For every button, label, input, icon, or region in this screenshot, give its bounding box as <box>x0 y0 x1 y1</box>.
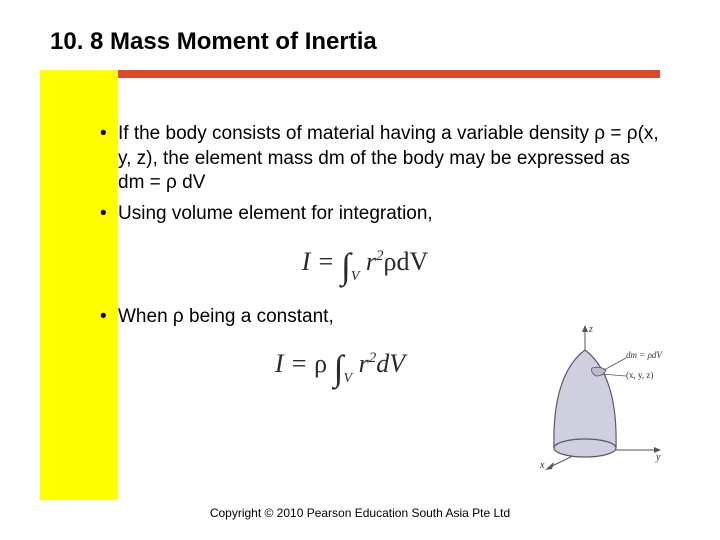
paraboloid-body <box>554 350 616 448</box>
paraboloid-base <box>554 439 616 457</box>
bullet-text: If the body consists of material having … <box>118 122 660 196</box>
equation-1: I = ∫V r2ρdV <box>70 245 660 287</box>
eq-sub: V <box>351 269 360 284</box>
bullet-dot-icon: • <box>100 202 118 227</box>
bullet-text: Using volume element for integration, <box>118 202 660 227</box>
eq-rhs: dV <box>376 349 405 378</box>
integral-icon: ∫ <box>334 348 344 388</box>
eq-lhs: I <box>302 247 311 276</box>
eq-equals: = <box>317 247 341 276</box>
slide-title: 10. 8 Mass Moment of Inertia <box>50 28 680 56</box>
label-leader <box>604 358 626 370</box>
bullet-dot-icon: • <box>100 122 118 147</box>
eq-r: r <box>359 349 369 378</box>
eq-sub: V <box>344 371 353 386</box>
y-label: y <box>655 452 661 463</box>
eq-lhs: I <box>275 349 284 378</box>
volume-element-diagram: z y x dm = ρdV (x, y, z) <box>530 320 670 470</box>
arrowhead-icon <box>545 462 554 470</box>
x-label: x <box>539 460 545 470</box>
bullet-item: • If the body consists of material havin… <box>100 122 660 196</box>
eq-rhs: ρdV <box>384 247 429 276</box>
eq-rho: ρ <box>314 349 327 378</box>
eq-equals: = <box>290 349 314 378</box>
copyright-footer: Copyright © 2010 Pearson Education South… <box>0 506 720 520</box>
z-label: z <box>588 324 593 335</box>
point-label: (x, y, z) <box>626 370 653 380</box>
eq-sup: 2 <box>376 248 384 264</box>
integral-icon: ∫ <box>341 246 351 286</box>
arrowhead-icon <box>582 325 588 332</box>
bullet-item: • Using volume element for integration, <box>100 202 660 227</box>
label-leader <box>602 374 626 376</box>
eq-r: r <box>366 247 376 276</box>
dm-label: dm = ρdV <box>626 350 663 360</box>
title-underline <box>0 70 720 82</box>
red-accent-line <box>118 70 660 78</box>
bullet-dot-icon: • <box>100 305 118 330</box>
